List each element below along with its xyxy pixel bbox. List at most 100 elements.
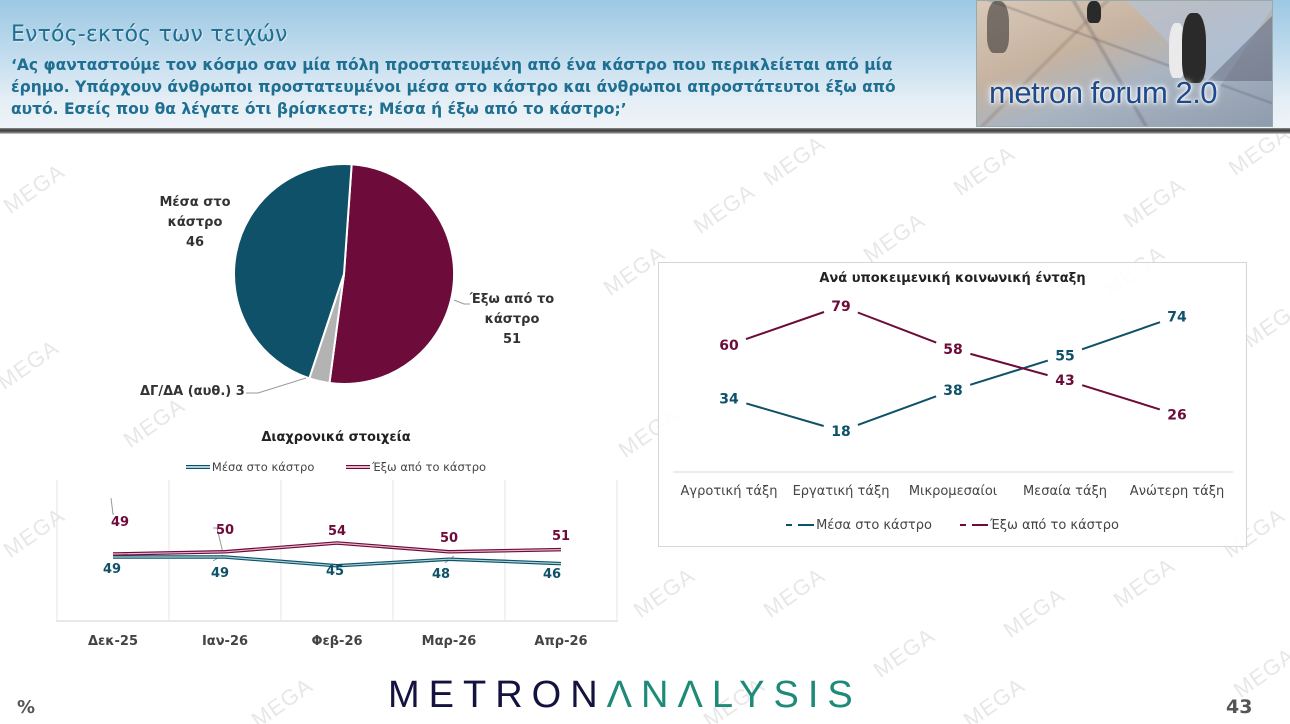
watermark: MEGA: [958, 672, 1030, 724]
pie-label-outside: Έξω από το κάστρο 51: [462, 290, 562, 350]
data-label: 26: [1167, 408, 1186, 424]
forum-badge-text: metron forum 2.0: [989, 75, 1218, 110]
legend-line-icon: [786, 524, 815, 526]
pie-label-dk: ΔΓ/ΔΑ (αυθ.) 3: [140, 384, 245, 399]
watermark: MEGA: [948, 140, 1020, 201]
legend-item-outside[interactable]: Έξω από το κάστρο: [960, 518, 1119, 533]
data-label: 34: [719, 391, 739, 407]
x-tick-label: Μεσαία τάξη: [1022, 484, 1108, 499]
unit-label: %: [17, 697, 36, 718]
page-number: 43: [1226, 696, 1253, 718]
survey-question: ‘Ας φανταστούμε τον κόσμο σαν μία πόλη π…: [11, 56, 896, 118]
series-segment[interactable]: [745, 311, 825, 341]
series-line-inside-inner: [113, 556, 562, 567]
data-label: 49: [211, 566, 229, 581]
data-label: 54: [328, 524, 346, 539]
legend-line-icon: [960, 524, 989, 526]
label-value: 46: [185, 235, 205, 250]
data-label: 48: [432, 567, 450, 582]
person-figure: [1169, 23, 1185, 78]
x-tick-label: Μαρ-26: [421, 634, 477, 649]
watermark: MEGA: [1228, 642, 1290, 703]
data-label: 49: [103, 562, 121, 577]
logo-text-metron: METRON: [388, 674, 607, 716]
x-tick-label: Μικρομεσαίοι: [908, 484, 998, 499]
byclass-series: 34 18 38 55 74 60 79 58 43 26: [719, 299, 1187, 440]
label-line: κάστρο: [167, 215, 223, 230]
watermark: MEGA: [998, 582, 1070, 643]
pie-slice-outside[interactable]: [328, 163, 456, 385]
byclass-title: Ανά υποκειμενική κοινωνική ένταξη: [819, 271, 1086, 286]
byclass-plot: 34 18 38 55 74 60 79 58 43 26: [673, 299, 1233, 473]
timeseries-x-axis-labels: Δεκ-25 Ιαν-26 Φεβ-26 Μαρ-26 Απρ-26: [56, 634, 618, 654]
data-label: 18: [831, 424, 850, 440]
x-tick-label: Αγροτική τάξη: [680, 484, 778, 499]
watermark: MEGA: [628, 562, 700, 623]
watermark: MEGA: [246, 672, 318, 724]
x-tick-label: Εργατική τάξη: [792, 484, 890, 499]
legend-item-inside[interactable]: Μέσα στο κάστρο: [786, 518, 932, 533]
pie-leader-lines: [246, 299, 470, 394]
data-label: 43: [1055, 373, 1074, 389]
data-label: 38: [943, 383, 962, 399]
header-separator: [0, 128, 1290, 134]
legend-label: Έξω από το κάστρο: [372, 460, 487, 474]
metron-analysis-logo: METRONΛNΛLYSIS: [388, 674, 862, 717]
series-segment[interactable]: [857, 395, 937, 426]
byclass-legend: Μέσα στο κάστρο Έξω από το κάστρο: [659, 515, 1246, 533]
data-label: 50: [440, 531, 458, 546]
data-label: 49: [111, 515, 129, 530]
legend-item-inside[interactable]: Μέσα στο κάστρο: [185, 460, 315, 474]
label-value: 51: [502, 332, 522, 347]
person-figure: [987, 1, 1009, 53]
watermark: MEGA: [868, 622, 940, 683]
legend-line-icon: [185, 465, 210, 469]
x-tick-label: Ιαν-26: [201, 634, 249, 649]
data-label: 79: [831, 299, 850, 315]
label-line: Μέσα στο: [159, 195, 231, 210]
legend-label: Μέσα στο κάστρο: [816, 517, 932, 533]
data-label: 58: [943, 342, 962, 358]
x-tick-label: Ανώτερη τάξη: [1129, 484, 1225, 499]
data-label: 45: [326, 564, 344, 579]
x-tick-label: Απρ-26: [534, 634, 588, 649]
pie-svg: [232, 163, 456, 385]
legend-label: Μέσα στο κάστρο: [211, 460, 315, 474]
series-segment[interactable]: [746, 402, 824, 427]
logo-text-analysis: ΛNΛLYSIS: [606, 674, 862, 716]
series-segment[interactable]: [969, 359, 1049, 386]
slide-title: Εντός-εκτός των τειχών: [11, 22, 288, 47]
data-label: 60: [719, 338, 739, 354]
watermark: MEGA: [1118, 172, 1190, 233]
series-line-outside-inner: [112, 542, 562, 555]
timeseries-legend: Μέσα στο κάστρο Έξω από το κάστρο: [56, 458, 616, 474]
pie-slice-inside[interactable]: [232, 163, 353, 380]
series-segment[interactable]: [970, 352, 1048, 377]
person-figure: [1087, 1, 1101, 23]
x-tick-label: Δεκ-25: [87, 634, 139, 649]
data-label: 50: [216, 523, 234, 538]
data-label: 74: [1167, 309, 1187, 325]
data-label: 46: [543, 567, 561, 582]
series-segment[interactable]: [857, 311, 937, 344]
watermark: MEGA: [758, 130, 830, 191]
legend-label: Έξω από το κάστρο: [990, 517, 1119, 533]
byclass-x-axis-labels: Αγροτική τάξη Εργατική τάξη Μικρομεσαίοι…: [673, 484, 1233, 504]
watermark: MEGA: [858, 207, 930, 268]
watermark: MEGA: [688, 178, 760, 239]
timeseries-plot: 49 50 54 50 51 49 49 45 48 46: [56, 480, 618, 622]
legend-line-icon: [346, 465, 371, 469]
data-label: 55: [1055, 348, 1074, 364]
byclass-chart: Ανά υποκειμενική κοινωνική ένταξη 34 18 38…: [658, 262, 1247, 547]
pie-chart: [232, 162, 456, 386]
person-figure: [1182, 13, 1206, 83]
series-segment[interactable]: [1081, 384, 1161, 411]
series-segment[interactable]: [1081, 321, 1161, 351]
metron-forum-badge: metron forum 2.0: [976, 0, 1273, 127]
watermark: MEGA: [1108, 552, 1180, 613]
legend-item-outside[interactable]: Έξω από το κάστρο: [346, 460, 486, 474]
label-line: Έξω από το: [469, 292, 555, 307]
timeseries-title: Διαχρονικά στοιχεία: [261, 430, 411, 445]
x-tick-label: Φεβ-26: [311, 634, 363, 649]
pie-label-inside: Μέσα στο κάστρο 46: [150, 193, 240, 253]
